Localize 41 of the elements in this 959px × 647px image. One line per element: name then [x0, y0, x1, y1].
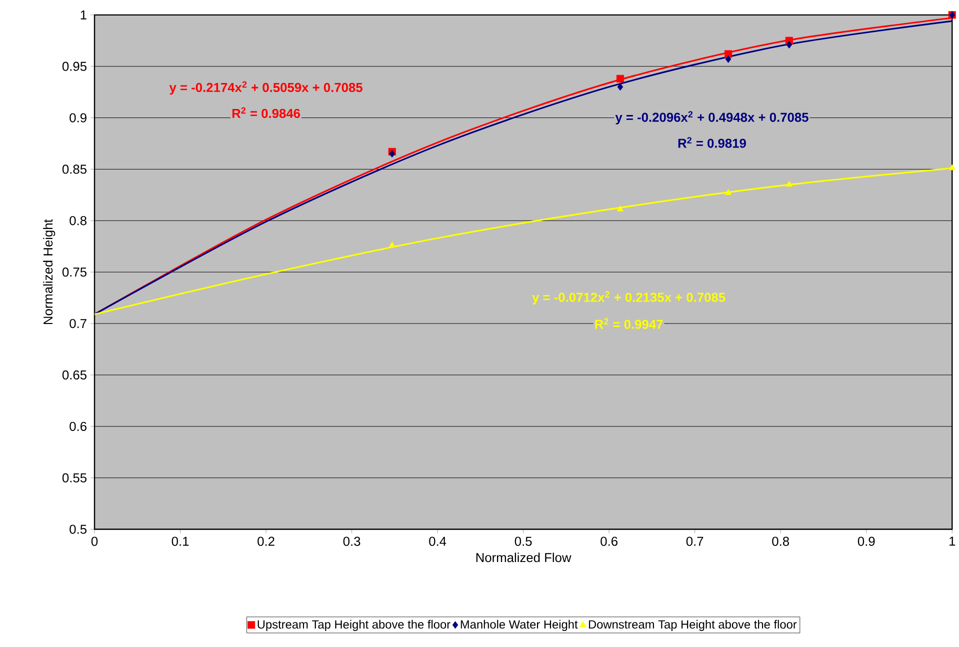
y-tick-label: 0.95	[62, 62, 86, 72]
y-tick-label: 0.7	[70, 319, 86, 328]
y-tick-label: 0.65	[62, 370, 86, 380]
x-tick-label: 0.4	[429, 536, 446, 546]
legend-label: Upstream Tap Height above the floor	[258, 620, 450, 632]
point	[616, 206, 624, 212]
annotation: y = -0.2096x$^{2}$ + 0.4948x + 0.7085	[615, 111, 808, 125]
x-tick-label: 0.8	[772, 536, 789, 546]
annotation: R$^{2}$ = 0.9846	[232, 107, 300, 118]
legend-label: Manhole Water Height	[460, 620, 578, 632]
annotation: y = -0.0712x$^{2}$ + 0.2135x + 0.7085	[532, 291, 726, 305]
point	[786, 181, 792, 187]
x-tick-label: 1	[950, 536, 956, 546]
y-tick-label: 0.75	[62, 268, 86, 277]
x-tick-label: 0.5	[514, 536, 532, 546]
annotation: R$^{2}$ = 0.9947	[595, 318, 663, 330]
y-tick-label: 0.8	[70, 216, 86, 226]
point	[616, 75, 624, 83]
point	[724, 189, 732, 196]
y-tick-label: 0.55	[62, 473, 86, 483]
y-tick-label: 0.6	[70, 422, 86, 432]
y-tick-label: 0.5	[70, 524, 86, 534]
point	[617, 83, 624, 91]
y-axis-title: Normalized Height	[43, 219, 56, 324]
x-tick-label: 0.2	[258, 536, 274, 546]
annotation: R$^{2}$ = 0.9819	[678, 137, 746, 148]
x-tick-label: 0	[91, 536, 98, 546]
x-axis-title: Normalized Flow	[476, 552, 572, 562]
x-tick-label: 0.1	[172, 536, 189, 546]
x-tick-label: 0.7	[686, 536, 704, 546]
x-tick-label: 0.9	[858, 536, 875, 546]
point	[388, 242, 396, 248]
x-tick-label: 0.6	[600, 536, 618, 546]
y-tick-label: 0.85	[62, 164, 86, 174]
point	[725, 56, 732, 64]
legend-label: Downstream Tap Height above the floor	[588, 620, 797, 632]
y-tick-label: 1	[80, 10, 86, 20]
point	[786, 41, 792, 49]
x-tick-label: 0.3	[343, 536, 360, 546]
y-tick-label: 0.9	[70, 113, 86, 122]
annotation: y = -0.2174x$^{2}$ + 0.5059x + 0.7085	[169, 81, 362, 95]
